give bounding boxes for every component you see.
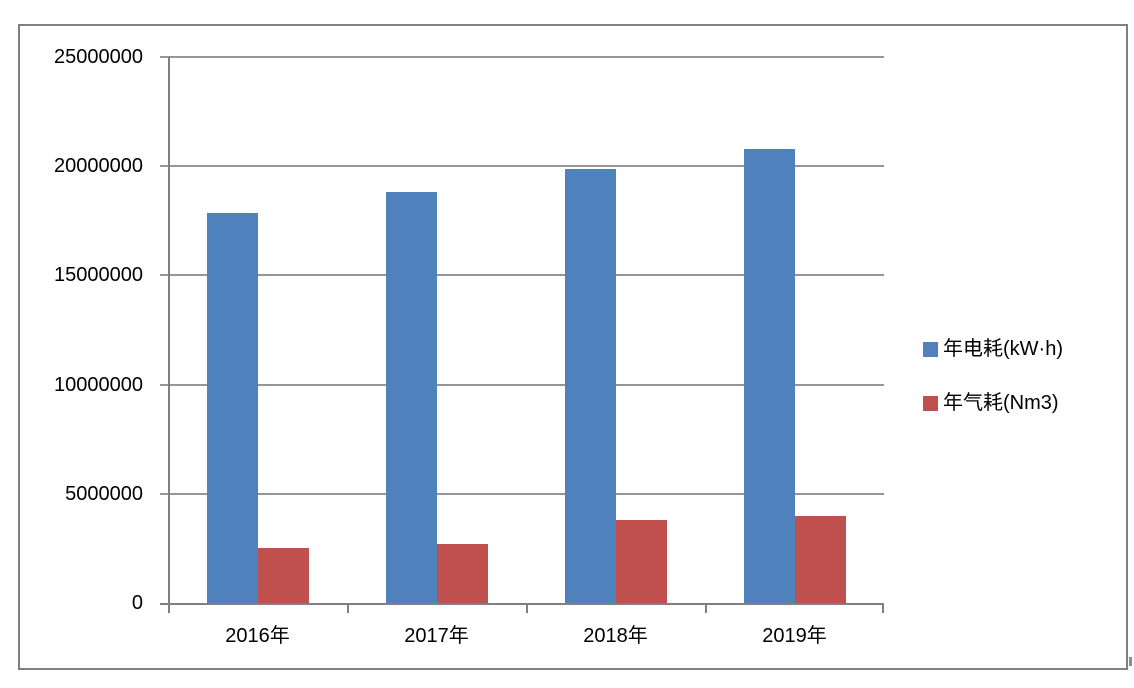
gridline-5000000 (160, 492, 884, 495)
legend-swatch-electricity-icon (923, 341, 938, 357)
y-axis-label-5000000: 5000000 (65, 482, 143, 505)
y-axis-label-20000000: 20000000 (54, 155, 143, 178)
gridline-10000000 (160, 383, 884, 386)
y-axis-label-15000000: 15000000 (54, 264, 143, 287)
bar-年电耗(kW·h)-2018年[interactable] (565, 169, 616, 603)
x-axis-tick-2 (526, 603, 528, 613)
x-axis-label-2018年: 2018年 (583, 625, 648, 647)
bar-年气耗(Nm3)-2017年[interactable] (437, 544, 488, 603)
bar-年气耗(Nm3)-2018年[interactable] (616, 520, 667, 603)
legend-item-electricity[interactable]: 年电耗(kW·h) (923, 334, 1063, 364)
y-axis-line (168, 57, 170, 613)
legend: 年电耗(kW·h) 年气耗(Nm3) (923, 334, 1063, 442)
legend-label-gas: 年气耗(Nm3) (943, 392, 1059, 414)
chart-frame: 0 5000000 10000000 15000000 20000000 25000000… (18, 24, 1128, 670)
gridline-15000000 (160, 274, 884, 277)
bar-年电耗(kW·h)-2019年[interactable] (744, 149, 795, 603)
bar-年气耗(Nm3)-2019年[interactable] (795, 516, 846, 603)
x-axis-label-2016年: 2016年 (225, 625, 290, 647)
bar-年气耗(Nm3)-2016年[interactable] (258, 548, 309, 603)
legend-swatch-gas-icon (923, 395, 938, 411)
plot-area: 0 5000000 10000000 15000000 20000000 25000000… (54, 46, 884, 647)
x-axis-line (160, 603, 884, 605)
y-axis-label-25000000: 25000000 (54, 46, 143, 68)
y-axis-label-10000000: 10000000 (54, 373, 143, 396)
x-axis-label-2017年: 2017年 (404, 625, 469, 647)
legend-label-electricity: 年电耗(kW·h) (943, 338, 1063, 360)
bar-年电耗(kW·h)-2017年[interactable] (386, 192, 437, 603)
bar-年电耗(kW·h)-2016年[interactable] (207, 213, 258, 603)
x-axis-label-2019年: 2019年 (762, 625, 827, 647)
gridline-25000000 (160, 56, 884, 58)
stray-artifact (1129, 657, 1132, 666)
x-axis-tick-3 (705, 603, 707, 613)
x-axis-tick-1 (347, 603, 349, 613)
y-axis-label-0: 0 (131, 592, 143, 614)
gridline-20000000 (160, 165, 884, 168)
x-axis-tick-4 (882, 603, 884, 613)
legend-item-gas[interactable]: 年气耗(Nm3) (923, 388, 1063, 418)
